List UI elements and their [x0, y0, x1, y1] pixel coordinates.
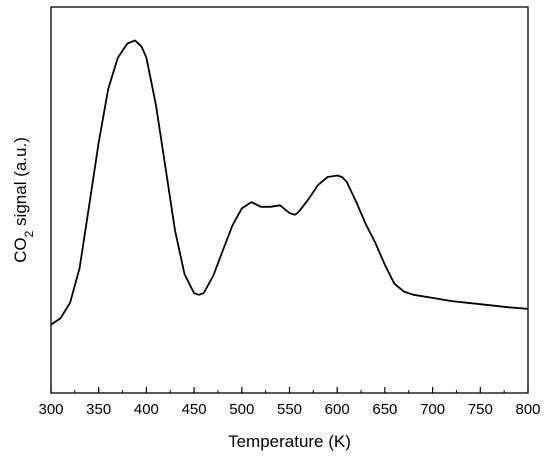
y-axis-label-suffix: signal (a.u.): [11, 137, 30, 231]
plot-frame: [50, 6, 529, 394]
x-tick-label: 500: [229, 401, 254, 418]
x-tick-label: 550: [277, 401, 302, 418]
y-axis-label-subscript: 2: [22, 230, 36, 237]
y-axis-label-prefix: CO: [11, 237, 30, 263]
x-tick-label: 800: [515, 401, 540, 418]
x-tick-label: 600: [325, 401, 350, 418]
x-tick-label: 750: [468, 401, 493, 418]
x-axis-label: Temperature (K): [228, 432, 351, 451]
x-tick-label: 450: [182, 401, 207, 418]
x-tick-label: 400: [134, 401, 159, 418]
x-tick-label: 350: [86, 401, 111, 418]
x-tick-label: 300: [38, 401, 63, 418]
x-axis-ticks: 300 350 400 450 500 550 600 650 700 750 800: [38, 387, 541, 418]
y-axis-label: CO2 signal (a.u.): [11, 137, 36, 263]
x-tick-label: 650: [372, 401, 397, 418]
x-tick-label: 700: [420, 401, 445, 418]
series-line: [50, 39, 529, 326]
